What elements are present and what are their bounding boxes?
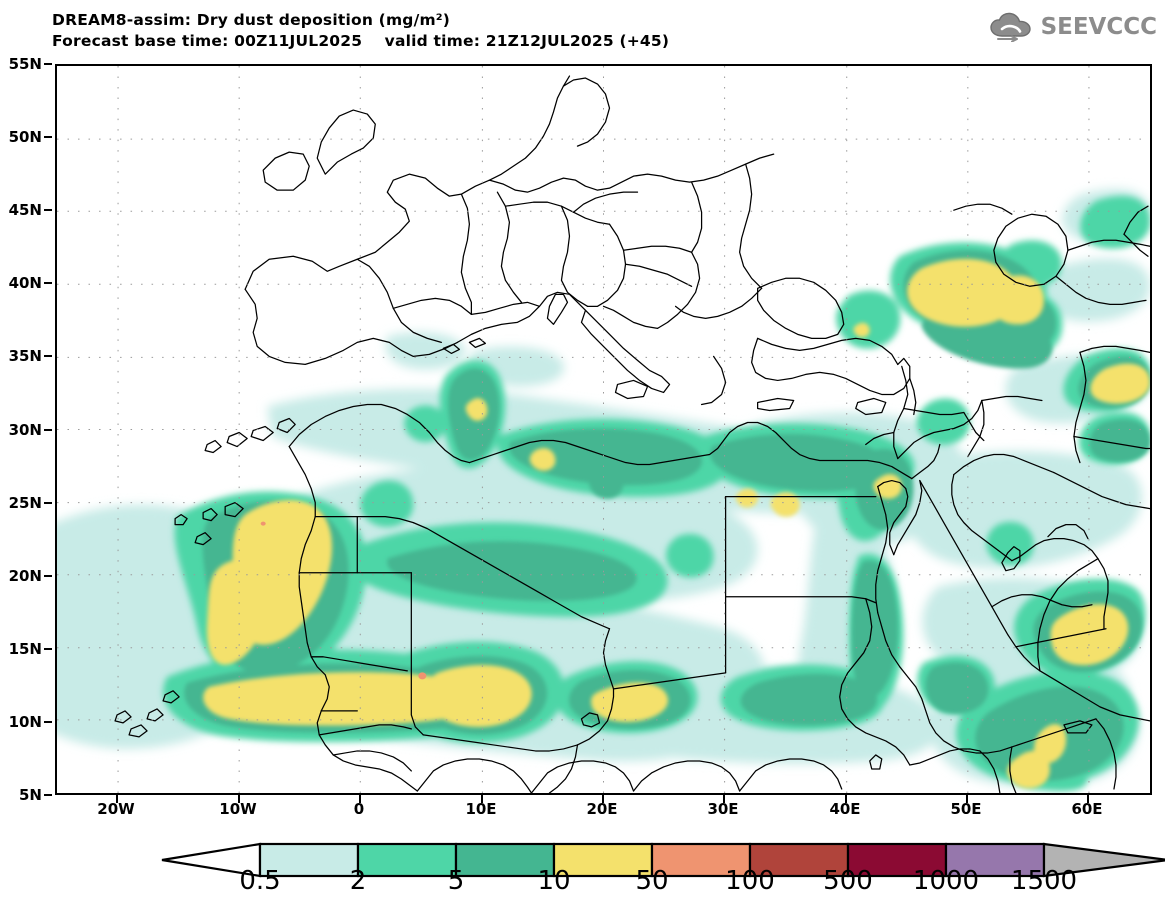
x-tick-mark	[602, 795, 604, 803]
y-tick-mark	[44, 355, 52, 357]
colorbar-labels: 0.5 2 5 10 50 100 500 1000 1500	[160, 866, 1165, 906]
x-tick-label-10E: 10E	[465, 800, 497, 818]
x-tick-mark	[1087, 795, 1089, 803]
colorbar-label-5: 5	[447, 866, 465, 896]
y-tick-label-10N: 10N	[8, 713, 42, 731]
y-tick-label-20N: 20N	[8, 567, 42, 585]
title-line-2: Forecast base time: 00Z11JUL2025 valid t…	[52, 32, 670, 50]
y-tick-label-25N: 25N	[8, 494, 42, 512]
colorbar-label-1500: 1500	[1010, 866, 1078, 896]
x-tick-label-0: 0	[353, 800, 365, 818]
x-tick-label-60E: 60E	[1071, 800, 1103, 818]
y-tick-mark	[44, 502, 52, 504]
y-tick-label-35N: 35N	[8, 347, 42, 365]
colorbar-label-0p5: 0.5	[239, 866, 281, 896]
y-tick-mark	[44, 282, 52, 284]
dust-deposition-map	[57, 66, 1150, 793]
colorbar-over-arrow	[1042, 842, 1165, 878]
y-tick-mark	[44, 575, 52, 577]
colorbar-bin-2-5	[356, 842, 458, 878]
y-tick-mark	[44, 429, 52, 431]
y-tick-mark	[44, 794, 52, 796]
colorbar-label-50: 50	[635, 866, 669, 896]
x-tick-label-20W: 20W	[97, 800, 135, 818]
y-tick-mark	[44, 136, 52, 138]
colorbar-bin-1000-1500	[944, 842, 1046, 878]
colorbar-label-10: 10	[537, 866, 571, 896]
colorbar-label-1000: 1000	[912, 866, 980, 896]
y-tick-label-5N: 5N	[19, 786, 42, 804]
y-axis: 55N 50N 45N 40N 35N 30N 25N 20N 15N 10N …	[0, 0, 52, 907]
y-tick-mark	[44, 209, 52, 211]
y-tick-label-30N: 30N	[8, 421, 42, 439]
colorbar-bin-100-500	[748, 842, 850, 878]
colorbar-label-2: 2	[349, 866, 367, 896]
x-tick-label-30E: 30E	[707, 800, 739, 818]
cloud-icon	[989, 12, 1031, 42]
x-tick-mark	[723, 795, 725, 803]
x-tick-mark	[359, 795, 361, 803]
map-coastlines	[114, 75, 1150, 793]
map-gridlines	[57, 66, 1150, 793]
colorbar-bin-5-10	[454, 842, 556, 878]
forecast-map-plot[interactable]	[55, 64, 1152, 795]
dust-layer-10-50	[203, 258, 1150, 789]
x-tick-label-20E: 20E	[586, 800, 618, 818]
y-tick-mark	[44, 648, 52, 650]
seevccc-logo: SEEVCCC	[989, 12, 1157, 42]
colorbar-label-500: 500	[823, 866, 873, 896]
x-tick-mark	[845, 795, 847, 803]
x-tick-mark	[238, 795, 240, 803]
x-tick-mark	[116, 795, 118, 803]
x-tick-mark	[966, 795, 968, 803]
colorbar-bin-10-50	[552, 842, 654, 878]
y-tick-label-45N: 45N	[8, 201, 42, 219]
colorbar-bin-50-100	[650, 842, 752, 878]
y-tick-mark	[44, 63, 52, 65]
chart-title-block: DREAM8-assim: Dry dust deposition (mg/m²…	[52, 10, 669, 52]
colorbar[interactable]	[160, 840, 1165, 880]
y-tick-label-50N: 50N	[8, 128, 42, 146]
x-tick-label-10W: 10W	[219, 800, 257, 818]
x-tick-label-40E: 40E	[829, 800, 861, 818]
x-tick-label-50E: 50E	[950, 800, 982, 818]
y-tick-mark	[44, 721, 52, 723]
logo-text: SEEVCCC	[1040, 14, 1157, 40]
title-line-1: DREAM8-assim: Dry dust deposition (mg/m²…	[52, 11, 451, 29]
x-tick-mark	[481, 795, 483, 803]
y-tick-label-55N: 55N	[8, 55, 42, 73]
dust-layer-50-100	[260, 521, 427, 680]
y-tick-label-15N: 15N	[8, 640, 42, 658]
y-tick-label-40N: 40N	[8, 274, 42, 292]
colorbar-label-100: 100	[725, 866, 775, 896]
